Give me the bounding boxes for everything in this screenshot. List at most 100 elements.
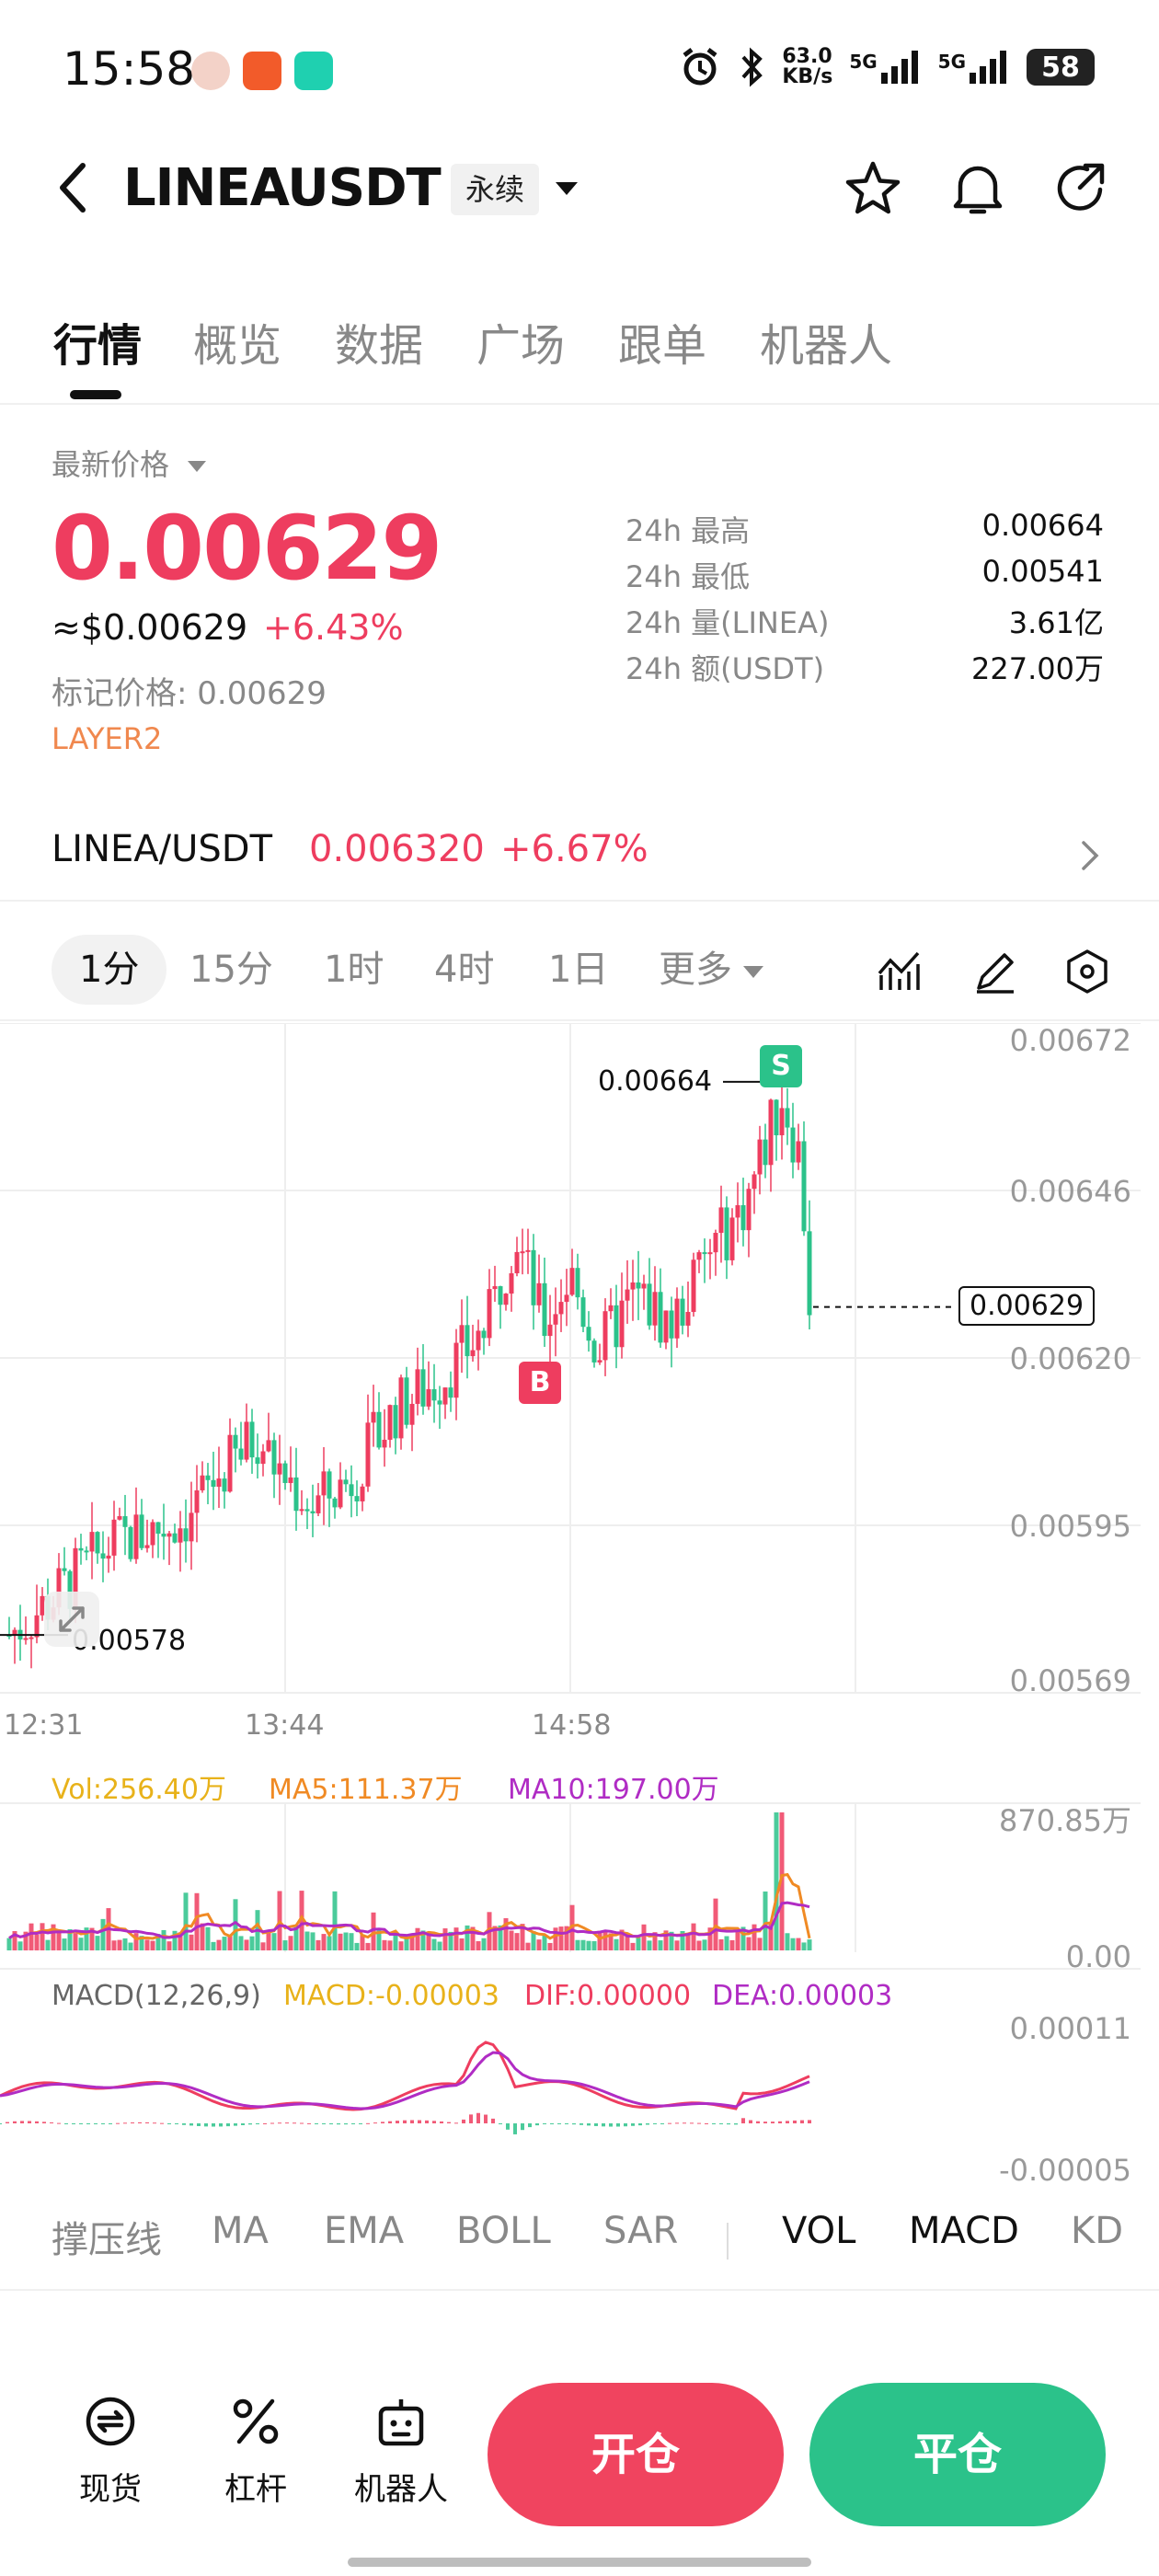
interval-more[interactable]: 更多 xyxy=(659,935,763,1005)
candle xyxy=(387,1405,393,1440)
candle xyxy=(564,1294,569,1303)
volume-bar xyxy=(133,1933,139,1950)
caret-down-icon[interactable] xyxy=(556,182,578,195)
tab-market[interactable]: 行情 xyxy=(53,320,143,372)
ind-ma[interactable]: MA xyxy=(212,2210,269,2252)
macd-histogram-bar xyxy=(197,2123,201,2126)
volume-bar xyxy=(763,1891,768,1950)
spot-pair-row[interactable]: LINEA/USDT 0.006320 +6.67% xyxy=(0,810,1159,902)
macd-histogram-bar xyxy=(705,2122,708,2124)
ind-ema[interactable]: EMA xyxy=(324,2210,405,2252)
avatar-icon xyxy=(191,52,230,90)
ind-kd[interactable]: KD xyxy=(1071,2210,1124,2252)
candle xyxy=(503,1294,509,1305)
settings-hex-icon[interactable] xyxy=(1063,948,1111,995)
volume-bar xyxy=(459,1938,465,1950)
candle xyxy=(310,1511,316,1513)
open-position-button[interactable]: 开仓 xyxy=(488,2383,784,2526)
ind-vol[interactable]: VOL xyxy=(782,2210,856,2252)
ind-sar[interactable]: SAR xyxy=(603,2210,679,2252)
price-tick: 0.00620 xyxy=(1009,1341,1131,1376)
macd-histogram-bar xyxy=(719,2123,723,2124)
sector-tag[interactable]: LAYER2 xyxy=(52,721,163,756)
back-icon[interactable] xyxy=(52,160,98,215)
macd-histogram-bar xyxy=(0,2123,2,2124)
indicator-icon[interactable] xyxy=(876,948,924,995)
signal-bars-icon xyxy=(880,51,918,84)
volume-bar xyxy=(625,1935,630,1950)
volume-bar xyxy=(166,1941,172,1950)
interval-1m[interactable]: 1分 xyxy=(52,935,167,1005)
candle xyxy=(420,1369,426,1407)
volume-bar xyxy=(420,1930,426,1950)
interval-1d[interactable]: 1日 xyxy=(548,949,609,991)
volume-bar xyxy=(382,1939,387,1950)
ma5-line xyxy=(8,1872,811,1941)
volume-bar xyxy=(40,1923,45,1950)
candle xyxy=(293,1477,299,1512)
chart-area[interactable]: 0.00672 0.00646 0.00620 0.00595 0.00569 … xyxy=(0,1022,1159,2188)
ind-macd[interactable]: MACD xyxy=(909,2210,1019,2252)
price-tick: 0.00672 xyxy=(1009,1023,1131,1058)
macd-histogram-bar xyxy=(587,2123,591,2126)
volume-bar xyxy=(724,1936,729,1950)
expand-icon[interactable] xyxy=(44,1592,99,1647)
pen-draw-icon[interactable] xyxy=(971,948,1019,995)
macd-histogram-bar xyxy=(337,2123,340,2125)
contract-type-pill[interactable]: 永续 xyxy=(451,164,540,215)
ind-support-resistance[interactable]: 撑压线 xyxy=(52,2219,162,2261)
ind-boll[interactable]: BOLL xyxy=(456,2210,551,2252)
candles xyxy=(0,1077,957,1669)
spot-nav-button[interactable]: 现货 xyxy=(55,2392,166,2509)
candle xyxy=(459,1325,465,1343)
header: LINEAUSDT 永续 xyxy=(0,138,1159,239)
volume-bar xyxy=(453,1927,459,1950)
tab-bot[interactable]: 机器人 xyxy=(760,320,893,372)
candle xyxy=(216,1478,222,1488)
macd-histogram-bar xyxy=(189,2123,193,2126)
candle xyxy=(542,1282,547,1337)
volume-bar xyxy=(680,1930,685,1950)
tab-data[interactable]: 数据 xyxy=(335,320,424,372)
kline-chart[interactable] xyxy=(0,1022,1159,2182)
volume-bar xyxy=(498,1925,503,1950)
interval-4h[interactable]: 4时 xyxy=(434,949,495,991)
stat-high: 24h 最高 0.00664 xyxy=(625,508,1104,548)
interval-1h[interactable]: 1时 xyxy=(324,949,384,991)
volume-bar xyxy=(696,1940,702,1950)
volume-bar xyxy=(801,1942,807,1950)
volume-bar xyxy=(360,1934,365,1950)
star-icon[interactable] xyxy=(843,158,903,219)
tab-overview[interactable]: 概览 xyxy=(193,320,282,372)
share-icon[interactable] xyxy=(1050,158,1111,219)
bot-nav-button[interactable]: 机器人 xyxy=(346,2392,456,2509)
candle xyxy=(591,1340,597,1363)
dea-value: DEA:0.00003 xyxy=(712,1980,893,2012)
candle xyxy=(249,1421,255,1458)
close-position-button[interactable]: 平仓 xyxy=(809,2383,1106,2526)
macd-histogram-bar xyxy=(256,2123,259,2124)
candle xyxy=(244,1421,249,1460)
volume-bar xyxy=(536,1939,542,1950)
candle xyxy=(393,1405,398,1439)
candle xyxy=(29,1637,34,1639)
main-tabs: 行情 概览 数据 广场 跟单 机器人 xyxy=(0,294,1159,405)
candle xyxy=(260,1451,266,1465)
home-indicator[interactable] xyxy=(348,2558,811,2567)
candle xyxy=(233,1434,238,1449)
interval-15m[interactable]: 15分 xyxy=(189,949,273,991)
candle xyxy=(40,1595,45,1616)
volume-bar xyxy=(288,1936,293,1950)
tab-square[interactable]: 广场 xyxy=(476,320,566,372)
volume-bar xyxy=(34,1934,40,1950)
volume-bar xyxy=(222,1937,227,1950)
price-type-selector[interactable]: 最新价格 xyxy=(52,442,207,484)
candle xyxy=(569,1268,575,1295)
candle xyxy=(12,1629,17,1636)
volume-bar xyxy=(580,1939,586,1950)
symbol-title[interactable]: LINEAUSDT xyxy=(123,158,442,218)
candle xyxy=(282,1463,288,1483)
bell-icon[interactable] xyxy=(947,158,1008,219)
leverage-nav-button[interactable]: 杠杆 xyxy=(201,2392,311,2509)
tab-copy-trade[interactable]: 跟单 xyxy=(618,320,707,372)
